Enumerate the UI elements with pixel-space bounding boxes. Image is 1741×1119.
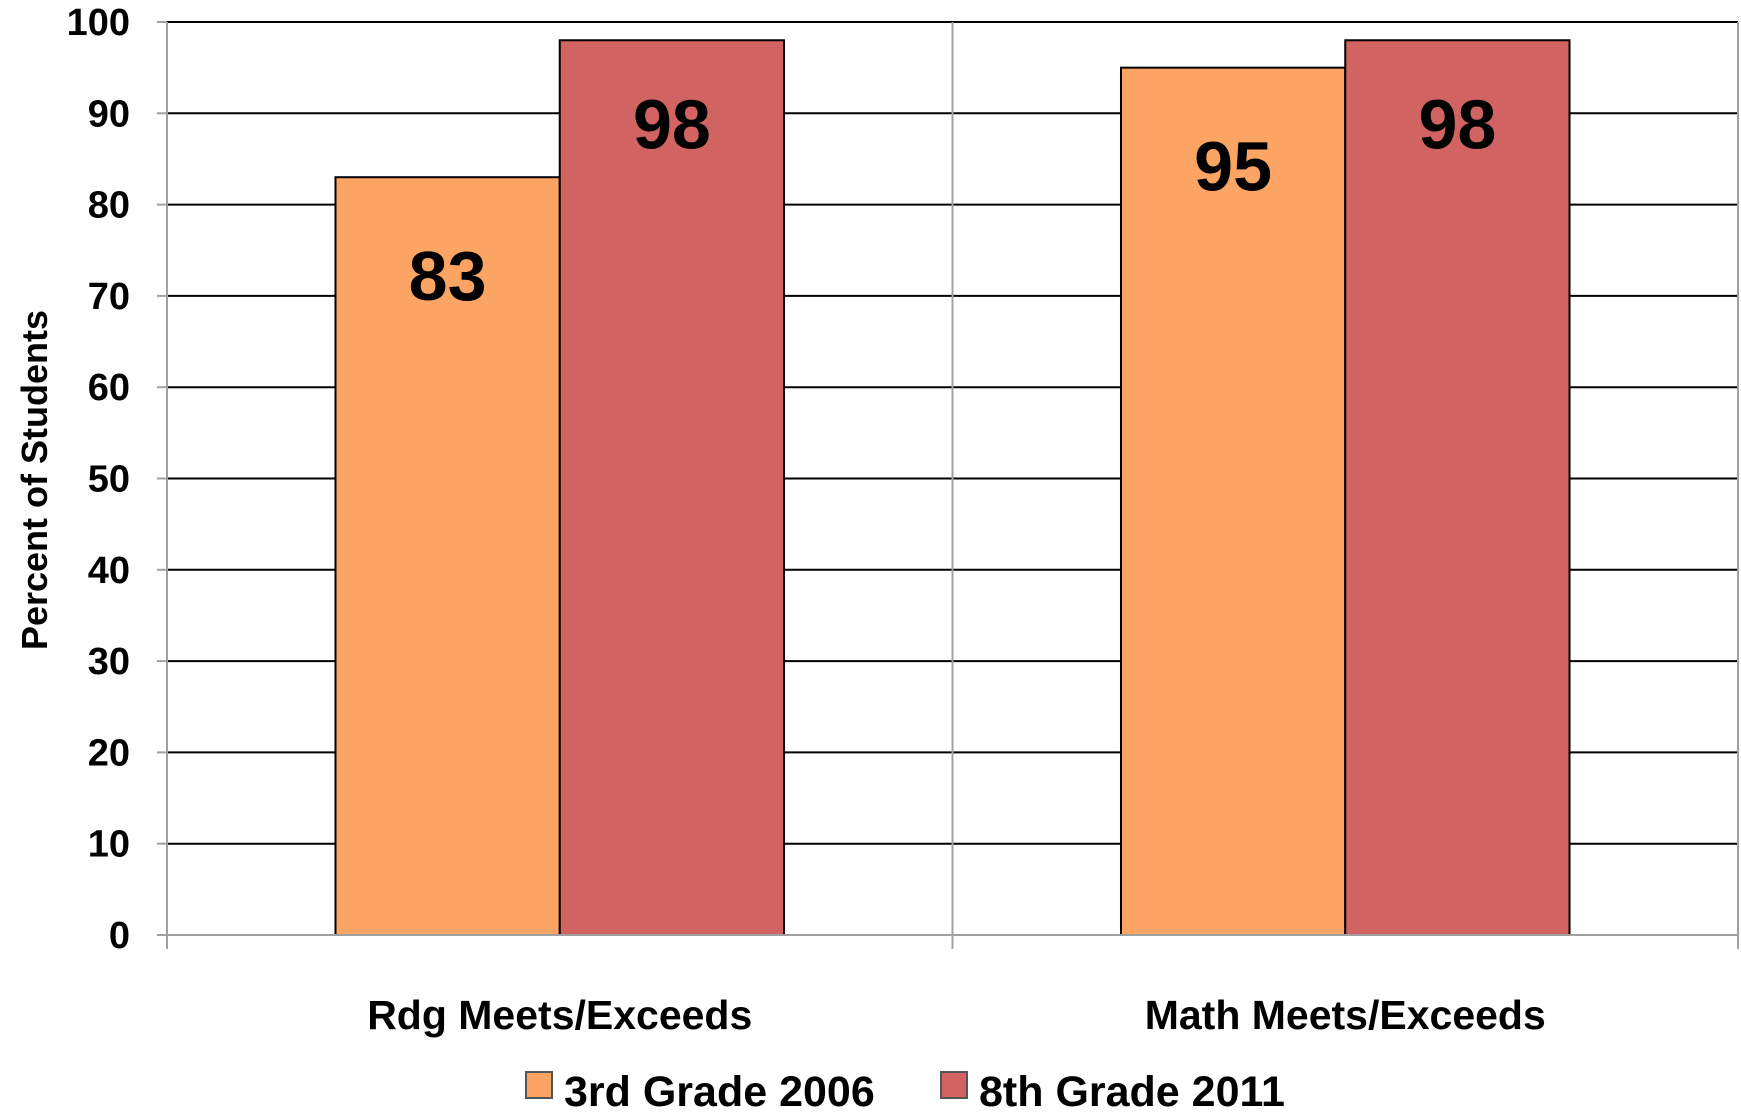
y-tick-label: 80 [88,185,130,227]
x-category-label: Math Meets/Exceeds [1145,992,1546,1038]
data-label: 98 [1418,85,1496,163]
legend-label: 8th Grade 2011 [979,1068,1285,1114]
y-tick-label: 30 [88,641,130,683]
axes: 0 10 20 30 40 50 60 70 80 90 100 Rdg Meets/Exceeds M… [67,2,1739,1038]
y-axis-title: Percent of Students [14,310,55,650]
data-label: 98 [633,85,711,163]
y-tick-label: 100 [67,2,130,44]
legend-swatch [940,1071,968,1099]
legend-swatch [525,1071,553,1099]
data-label: 95 [1194,128,1272,206]
y-tick-label: 40 [88,550,130,592]
y-tick-label: 50 [88,459,130,501]
y-tick-label: 0 [109,915,130,957]
y-tick-label: 70 [88,276,130,318]
bar [1119,66,1347,936]
bars [334,39,1571,936]
x-category-label: Rdg Meets/Exceeds [367,992,752,1038]
legend: 3rd Grade 2006 8th Grade 2011 [525,1068,1285,1116]
y-tick-label: 90 [88,93,130,135]
data-labels: 83 98 95 98 [409,85,1497,315]
legend-label: 3rd Grade 2006 [564,1068,875,1114]
y-tick-label: 10 [88,824,130,866]
y-tick-label: 60 [88,367,130,409]
bar [1344,39,1571,936]
data-label: 83 [409,237,487,315]
y-tick-label: 20 [88,732,130,774]
bar [334,176,561,936]
bar [558,39,786,936]
